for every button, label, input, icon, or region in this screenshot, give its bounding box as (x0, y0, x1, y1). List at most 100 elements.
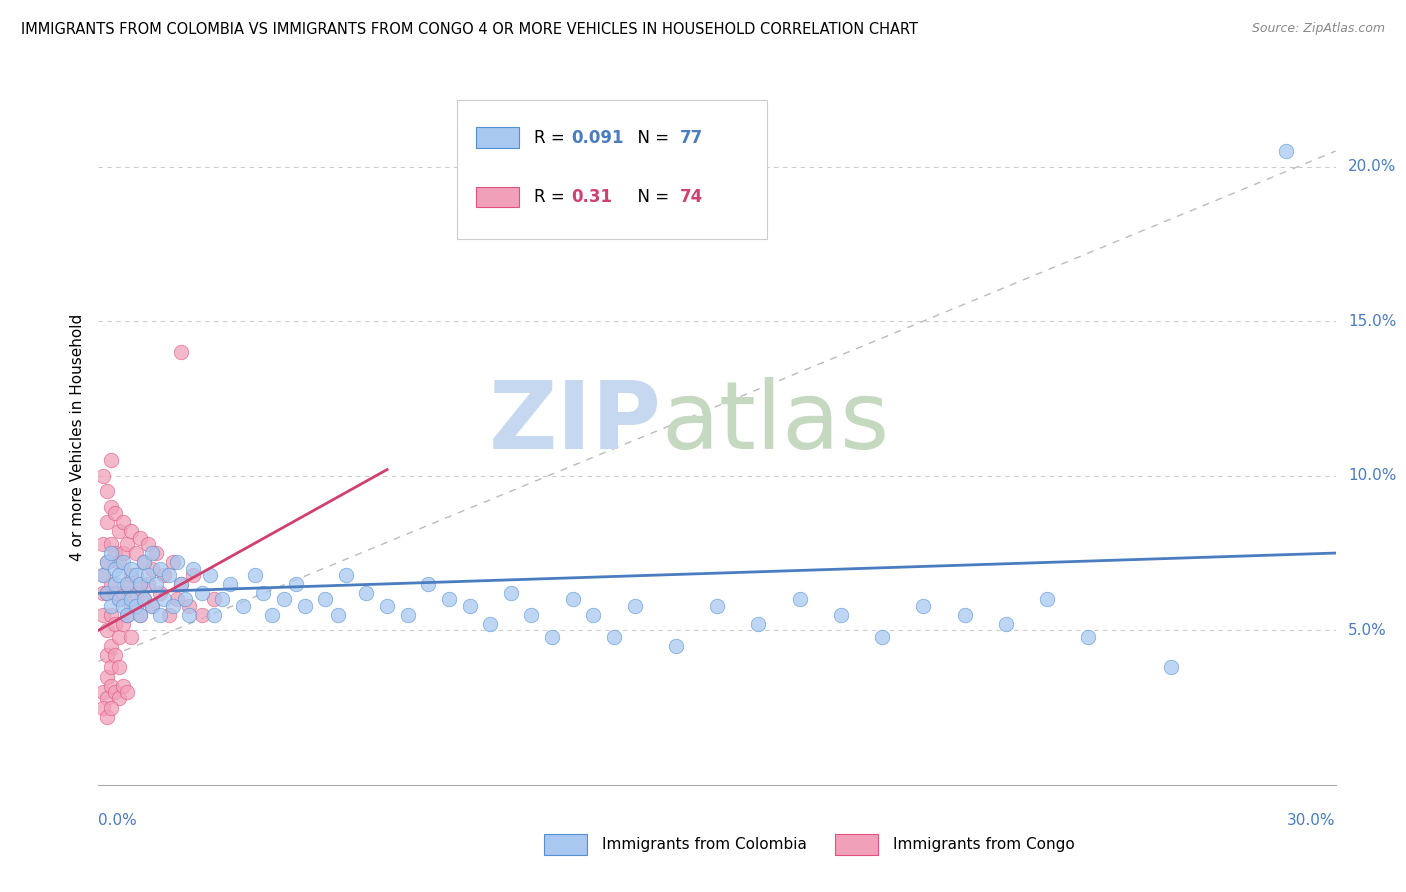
Point (104, 506, 127, 520)
Point (243, 567, 266, 582)
Point (96, 624, 118, 638)
Point (706, 599, 728, 613)
FancyBboxPatch shape (835, 834, 877, 855)
Point (112, 617, 135, 632)
Point (198, 567, 221, 582)
Point (479, 617, 502, 632)
Point (294, 599, 316, 613)
Point (132, 555, 155, 569)
Point (96, 710, 118, 724)
Point (1036, 592, 1059, 607)
Point (1160, 660, 1182, 674)
Point (665, 639, 688, 653)
Point (326, 607, 349, 622)
Point (91, 607, 114, 622)
Point (104, 617, 127, 632)
Point (100, 607, 122, 622)
Point (181, 567, 204, 582)
Point (91, 567, 114, 582)
Y-axis label: 4 or more Vehicles in Household: 4 or more Vehicles in Household (69, 313, 84, 561)
Text: 74: 74 (681, 188, 703, 206)
Text: 15.0%: 15.0% (1348, 314, 1396, 328)
Point (202, 607, 225, 622)
Point (108, 567, 131, 582)
Point (132, 592, 155, 607)
Point (157, 567, 180, 582)
Text: ZIP: ZIP (488, 377, 661, 469)
Text: Immigrants from Congo: Immigrants from Congo (893, 837, 1074, 852)
Point (166, 592, 188, 607)
Point (157, 607, 180, 622)
Point (418, 577, 440, 591)
Point (170, 577, 193, 591)
Point (100, 546, 122, 560)
Point (541, 630, 564, 644)
Point (141, 561, 163, 575)
Point (96, 515, 118, 529)
Point (124, 567, 146, 582)
Point (108, 630, 131, 644)
Point (179, 599, 201, 613)
Point (170, 577, 193, 591)
Point (104, 577, 127, 591)
Point (912, 599, 935, 613)
Point (132, 592, 155, 607)
Point (582, 607, 605, 622)
Text: 5.0%: 5.0% (1348, 623, 1386, 638)
Point (128, 577, 150, 591)
Text: 0.31: 0.31 (571, 188, 612, 206)
Point (166, 555, 188, 569)
Point (124, 599, 146, 613)
Text: Source: ZipAtlas.com: Source: ZipAtlas.com (1251, 22, 1385, 36)
Point (179, 607, 201, 622)
Point (458, 599, 481, 613)
Text: N =: N = (627, 188, 673, 206)
Point (96, 586, 118, 600)
Point (117, 607, 139, 622)
Text: atlas: atlas (661, 377, 890, 469)
Text: 10.0%: 10.0% (1348, 468, 1396, 483)
Point (120, 599, 142, 613)
Point (149, 586, 172, 600)
Point (112, 586, 135, 600)
Point (335, 567, 357, 582)
FancyBboxPatch shape (475, 186, 519, 208)
Point (108, 524, 131, 539)
Point (108, 592, 131, 607)
Text: 0.091: 0.091 (571, 129, 623, 147)
Point (149, 561, 172, 575)
Point (91, 586, 114, 600)
Point (162, 555, 184, 569)
Point (953, 607, 976, 622)
Text: 30.0%: 30.0% (1288, 813, 1336, 828)
Point (437, 592, 460, 607)
Point (112, 599, 135, 613)
Point (149, 607, 172, 622)
Point (112, 546, 135, 560)
Point (91, 567, 114, 582)
FancyBboxPatch shape (544, 834, 588, 855)
Point (141, 599, 163, 613)
Point (96, 555, 118, 569)
Point (170, 345, 193, 359)
Point (108, 660, 131, 674)
Point (499, 586, 522, 600)
Point (100, 537, 122, 551)
Point (162, 599, 184, 613)
Point (141, 599, 163, 613)
Text: 77: 77 (681, 129, 703, 147)
Point (870, 630, 893, 644)
Point (145, 546, 167, 560)
Point (117, 685, 139, 699)
Text: 0.0%: 0.0% (98, 813, 138, 828)
Point (100, 577, 122, 591)
FancyBboxPatch shape (475, 128, 519, 148)
Point (112, 515, 135, 529)
Point (219, 577, 242, 591)
Point (141, 546, 163, 560)
Point (91, 700, 114, 714)
Point (128, 607, 150, 622)
Point (174, 592, 197, 607)
FancyBboxPatch shape (457, 100, 766, 239)
Point (1077, 630, 1099, 644)
